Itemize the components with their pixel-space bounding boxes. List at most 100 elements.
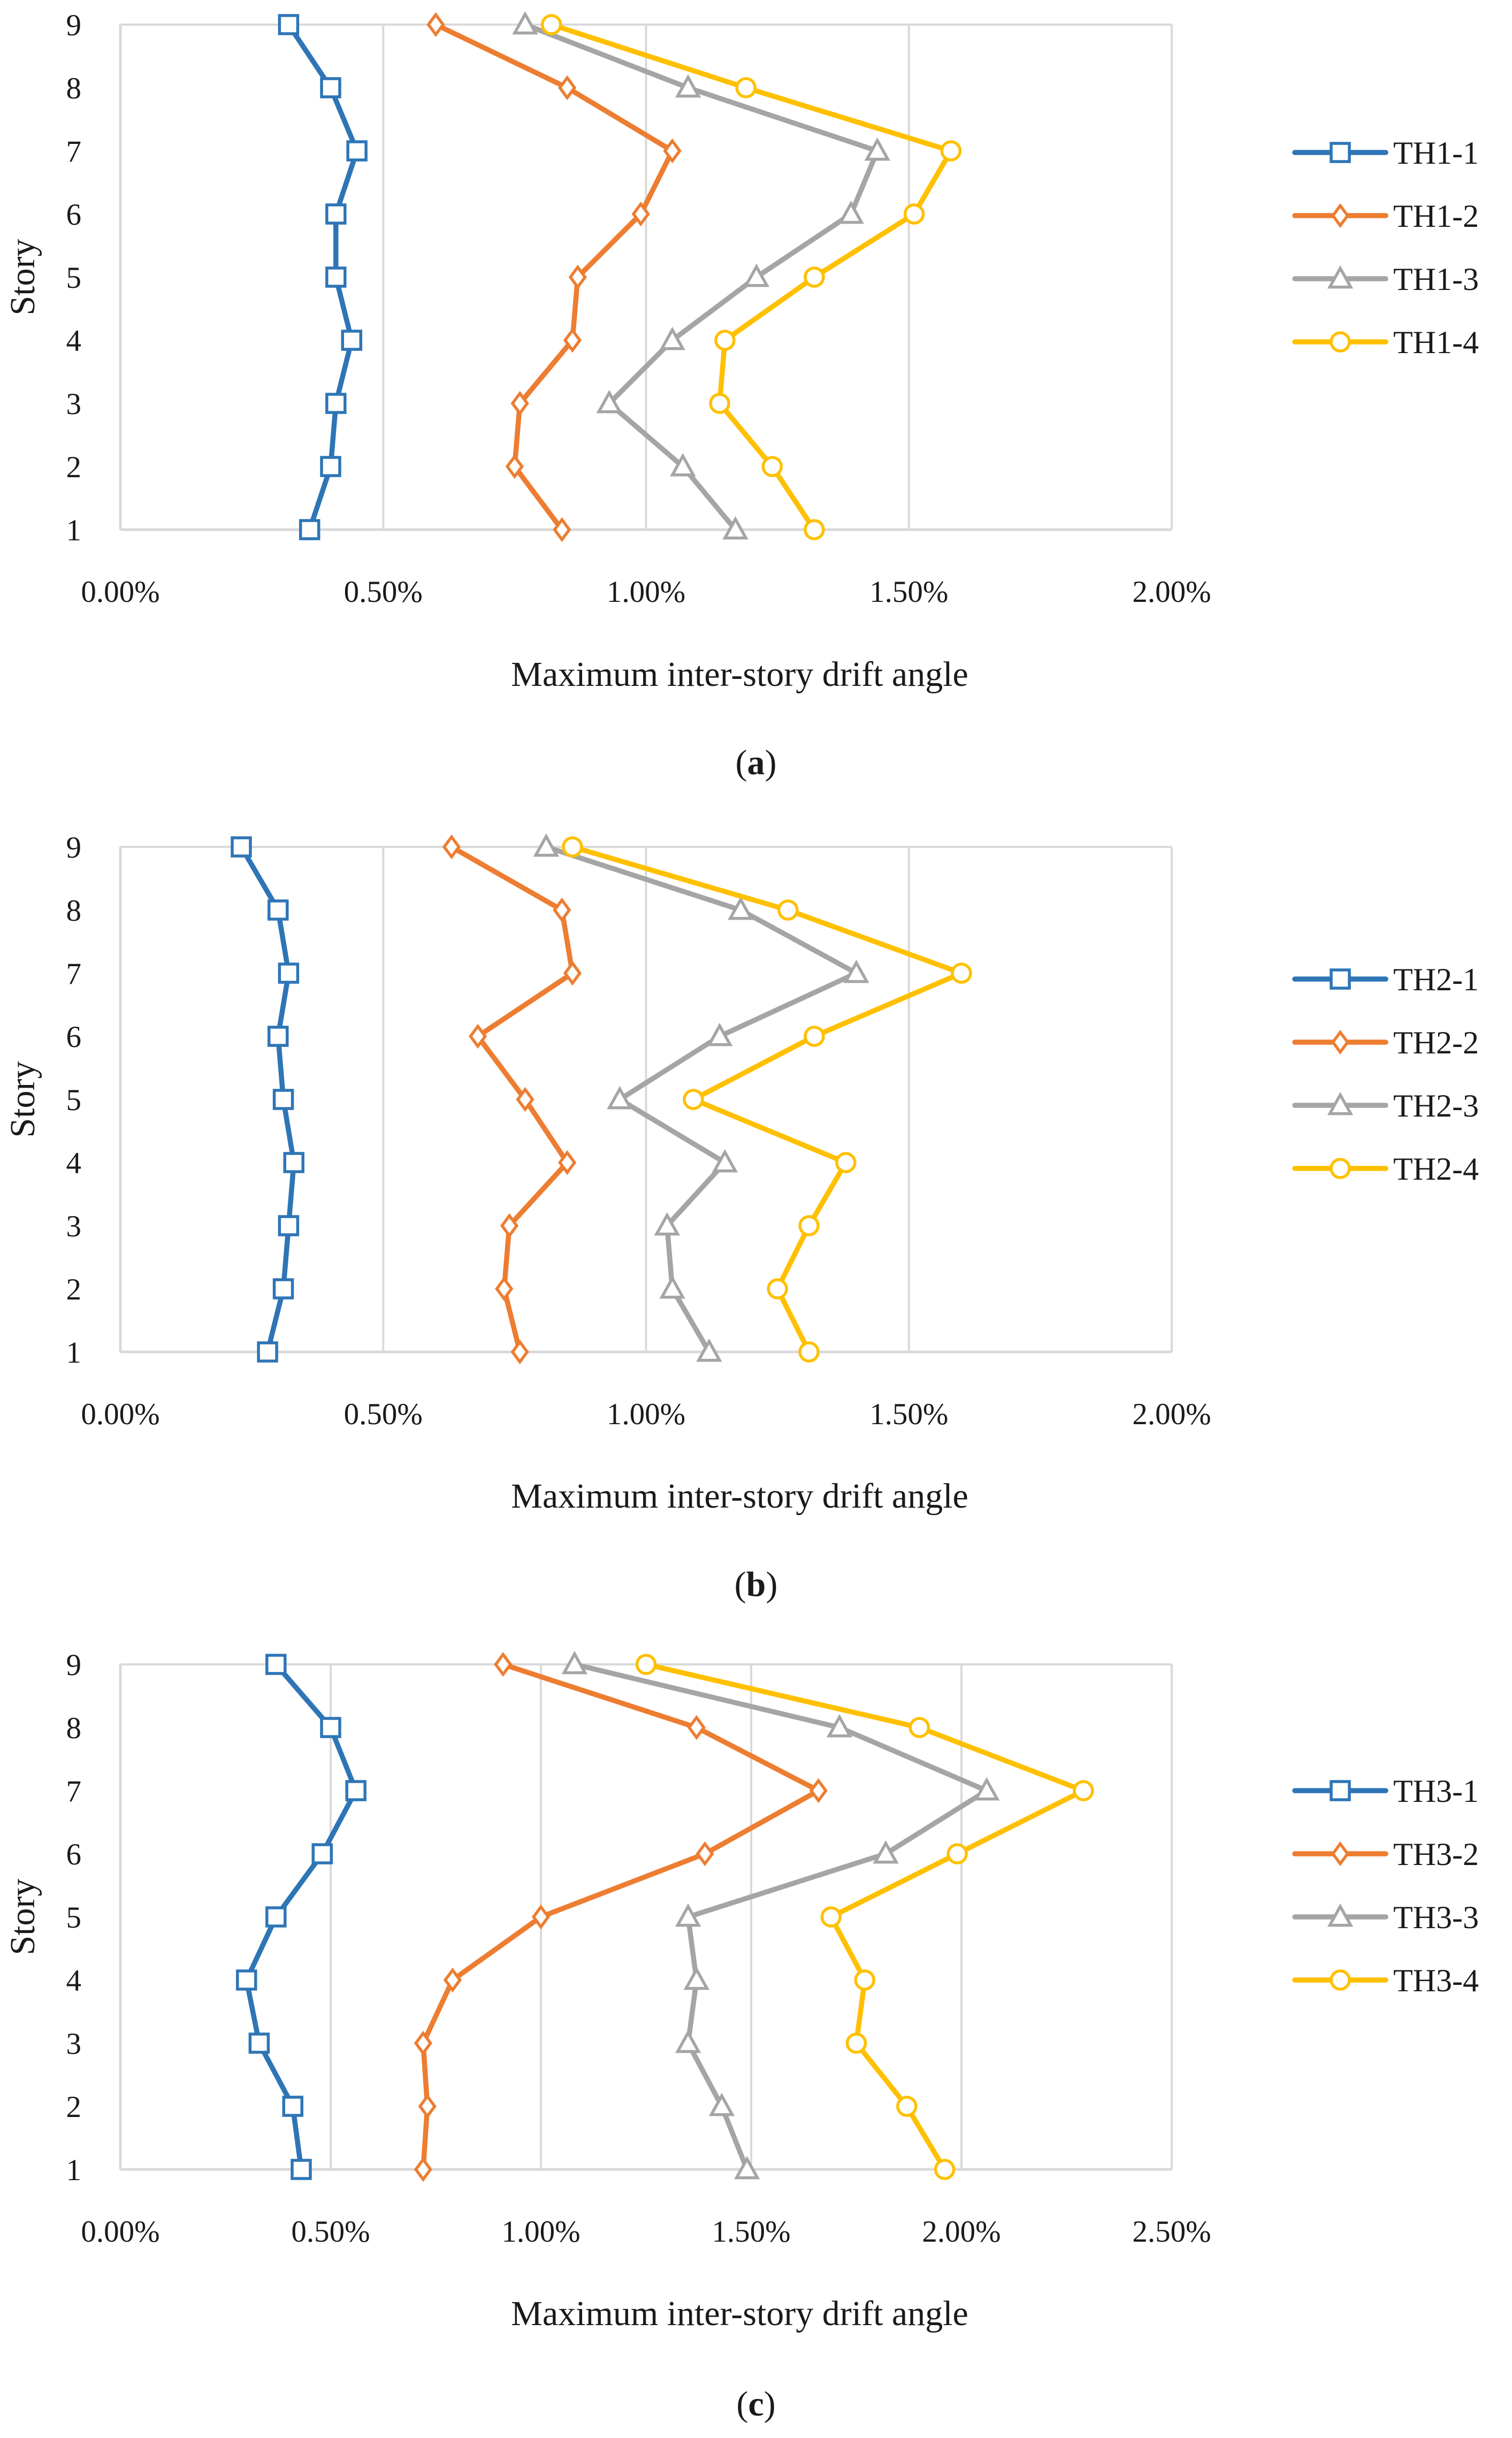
data-point [973,1777,1000,1801]
data-point [903,203,925,225]
data-point [426,12,445,37]
x-tick-label: 0.00% [81,575,159,609]
data-point [494,1652,513,1677]
legend-entry: TH2-1 [1292,962,1479,997]
legend-label: TH2-3 [1393,1088,1479,1124]
data-point [696,1338,722,1362]
x-tick-label: 1.00% [501,2215,580,2249]
caption-open-paren: ( [736,743,747,782]
caption-close-paren: ) [765,743,777,782]
data-point [761,456,783,477]
y-tick-label: 6 [66,1838,82,1871]
data-point [734,2156,760,2180]
data-point [743,263,770,287]
legend-label: TH3-4 [1393,1963,1479,1998]
data-point [607,1086,633,1110]
x-tick-label: 0.00% [81,2215,159,2249]
legend-entry: TH2-4 [1292,1151,1479,1187]
y-tick-label: 5 [66,1083,82,1117]
legend-marker [1330,1158,1351,1179]
data-point [495,1276,514,1302]
data-point [709,393,730,414]
y-tick-label: 1 [66,1336,82,1370]
legend-label: TH1-3 [1393,262,1479,297]
series-TH1-4 [540,14,962,540]
data-point [675,1903,701,1927]
data-point [722,516,749,540]
series-TH3-1 [236,1654,366,2180]
data-point [510,1339,529,1365]
data-point [414,2030,433,2056]
data-point [325,203,347,225]
y-tick-label: 9 [66,831,82,865]
data-point [563,327,582,353]
x-tick-label: 2.00% [1132,575,1211,609]
data-point [558,1150,577,1175]
legend-entry: TH3-2 [1292,1837,1479,1872]
data-point [804,1026,825,1047]
legend-marker [1330,142,1351,163]
data-point [896,2096,918,2117]
data-point [951,962,972,984]
y-axis-title: Story [3,1878,42,1955]
y-tick-label: 2 [66,450,82,484]
x-tick-label: 1.00% [607,1397,685,1431]
data-point [442,834,461,860]
data-point [835,1152,857,1173]
data-point [278,1215,300,1236]
x-tick-label: 1.50% [869,575,948,609]
legend-label: TH1-2 [1393,198,1479,234]
caption-letter: a [747,743,765,782]
legend-entry: TH2-3 [1292,1088,1479,1124]
data-point [268,899,289,921]
data-point [325,266,347,288]
data-point [531,1904,551,1930]
chart-panel-b: 0.00% 0.50% 1.00% 1.50% 2.00% 1 2 3 4 5 6 7 8 9 Maximu… [3,831,1479,1604]
x-tick-label: 1.50% [712,2215,790,2249]
data-point [561,1650,588,1675]
data-point [540,14,562,35]
data-point [670,453,696,477]
legend-label: TH1-1 [1393,135,1479,171]
x-axis-title: Maximum inter-story drift angle [511,2294,968,2333]
data-point [320,77,341,98]
data-point [236,1969,257,1991]
legend-label: TH2-2 [1393,1025,1479,1060]
y-tick-label: 3 [66,387,82,421]
legend-marker [1331,1841,1350,1867]
y-axis-title: Story [3,239,42,315]
data-point [946,1843,968,1864]
panel-caption: (a) [736,743,777,782]
x-tick-label: 0.50% [344,1397,423,1431]
data-point [631,201,650,227]
series-TH2-2 [442,834,582,1365]
data-point [346,140,368,162]
data-point [562,836,583,858]
series-TH2-4 [562,836,972,1363]
data-point [272,1278,294,1300]
legend-marker [1331,203,1350,228]
x-tick-label: 1.50% [869,1397,948,1431]
data-point [845,2032,867,2054]
data-point [838,200,864,224]
data-point [533,833,560,857]
y-tick-label: 9 [66,9,82,42]
legend-label: TH3-2 [1393,1837,1479,1872]
series-TH2-3 [533,833,869,1362]
legend-marker [1327,1903,1354,1927]
series-TH1-1 [278,14,368,540]
x-tick-label: 0.50% [344,575,423,609]
legend-entry: TH1-1 [1292,135,1479,171]
y-tick-label: 7 [66,135,82,169]
y-tick-label: 3 [66,1210,82,1243]
data-point [683,1089,704,1110]
x-axis-title: Maximum inter-story drift angle [511,655,968,694]
y-tick-label: 9 [66,1648,82,1682]
legend-entry: TH3-3 [1292,1900,1479,1935]
caption-letter: b [746,1565,766,1604]
data-point [283,1152,304,1173]
y-tick-label: 7 [66,1775,82,1808]
y-tick-label: 8 [66,894,82,928]
panel-caption: (c) [736,2384,775,2424]
